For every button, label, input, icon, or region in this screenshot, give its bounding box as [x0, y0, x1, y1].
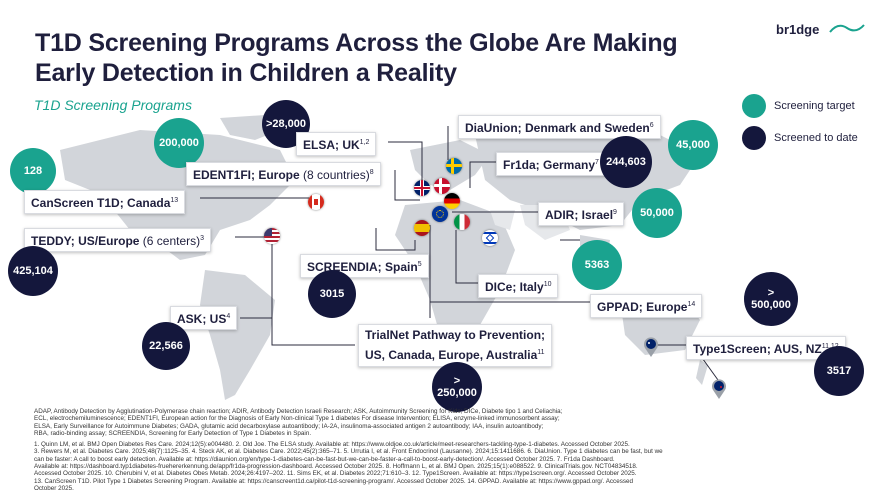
trialnet-label: TrialNet Pathway to Prevention; US, Cana…: [358, 324, 553, 367]
flag-uk-icon: [414, 180, 430, 196]
title-line-1: T1D Screening Programs Across the Globe …: [35, 29, 678, 57]
pin-australia-icon: [644, 337, 658, 357]
diaunion-name: DiaUnion; Denmark and Sweden: [465, 121, 650, 135]
edentifi-label: EDENT1FI; Europe (8 countries)8: [186, 162, 381, 186]
logo-text: br1dge: [776, 22, 820, 37]
pin-newzealand-icon: [712, 379, 726, 399]
brand-logo: br1dge: [776, 22, 865, 37]
flag-germany-icon: [444, 193, 460, 209]
adir-label: ADIR; Israel9: [538, 202, 624, 226]
abbrev-line: RBA, radio-binding assay; SCREENDIA, Scr…: [34, 429, 312, 437]
edentifi-name: EDENT1FI; Europe: [193, 168, 300, 182]
fr1da-value-bubble: 244,603: [600, 136, 652, 188]
abbrev-line: ELSA, Early Surveillance for Autoimmune …: [34, 422, 544, 430]
diaunion-value-bubble: 45,000: [668, 120, 718, 170]
reference-line: Available at: https://dashboard.typ1diab…: [34, 463, 638, 471]
trialnet-name-line2: US, Canada, Europe, Australia: [365, 348, 538, 362]
footnotes: ADAP, Antibody Detection by Agglutinatio…: [34, 408, 814, 492]
edentifi-value-bubble: 200,000: [154, 118, 204, 168]
gppad-name: GPPAD; Europe: [597, 300, 688, 314]
page-title: T1D Screening Programs Across the Globe …: [35, 28, 795, 88]
canscreen-value-bubble: 128: [10, 148, 56, 194]
legend-screened-to-date: Screened to date: [742, 126, 858, 150]
edentifi-extra: (8 countries): [303, 168, 370, 182]
screendia-ref: 5: [417, 261, 422, 268]
flag-us-icon: [264, 228, 280, 244]
diaunion-ref: 6: [649, 122, 654, 129]
flag-eu-icon: [432, 206, 448, 222]
teddy-extra: (6 centers): [142, 234, 201, 248]
trialnet-value-bubble: > 250,000: [432, 362, 482, 412]
flag-denmark-icon: [434, 178, 450, 194]
flag-israel-icon: [482, 230, 498, 246]
trialnet-name-line1: TrialNet Pathway to Prevention;: [365, 328, 546, 342]
gppad-label: GPPAD; Europe14: [590, 294, 703, 318]
screendia-value-bubble: 3015: [308, 270, 356, 318]
flag-spain-icon: [414, 220, 430, 236]
reference-line: 13. CanScreen T1D. Pilot Type 1 Diabetes…: [34, 477, 633, 485]
title-line-2: Early Detection in Children a Reality: [35, 59, 457, 87]
fr1da-label: Fr1da; Germany7: [496, 152, 606, 176]
elsa-label: ELSA; UK1,2: [296, 132, 377, 156]
elsa-name: ELSA; UK: [303, 138, 360, 152]
abbrev-line: ECL, electrochemiluminescence; EDENT1FI,…: [34, 415, 560, 423]
abbrev-line: ADAP, Antibody Detection by Agglutinatio…: [34, 408, 563, 415]
gppad-ref: 14: [687, 301, 696, 308]
gppad-value-bubble: > 500,000: [744, 272, 798, 326]
teddy-ref: 3: [200, 235, 205, 242]
canscreen-label: CanScreen T1D; Canada13: [24, 190, 186, 214]
legend-screening-target: Screening target: [742, 94, 855, 118]
teddy-name: TEDDY; US/Europe: [31, 234, 140, 248]
reference-line: 1. Quinn LM, et al. BMJ Open Diabetes Re…: [34, 441, 630, 449]
legend-screened-swatch: [742, 126, 766, 150]
ask-label: ASK; US4: [170, 306, 238, 330]
ask-value-bubble: 22,566: [142, 322, 190, 370]
adir-ref: 9: [613, 209, 617, 216]
canscreen-name: CanScreen T1D; Canada: [31, 196, 171, 210]
dice-value-bubble: 5363: [572, 240, 622, 290]
diaunion-label: DiaUnion; Denmark and Sweden6: [458, 115, 661, 139]
reference-line: October 2025.: [34, 484, 74, 492]
adir-value-bubble: 50,000: [632, 188, 682, 238]
reference-line: 3. Rewers M, et al. Diabetes Care. 2025;…: [34, 448, 663, 456]
flag-italy-icon: [454, 214, 470, 230]
edentifi-ref: 8: [369, 169, 374, 176]
logo-wave-icon: [829, 24, 865, 33]
canscreen-ref: 13: [170, 197, 179, 204]
fr1da-name: Fr1da; Germany: [503, 158, 596, 172]
legend-target-label: Screening target: [774, 100, 855, 112]
ask-name: ASK; US: [177, 312, 227, 326]
teddy-label: TEDDY; US/Europe (6 centers)3: [24, 228, 212, 252]
dice-label: DICe; Italy10: [478, 274, 559, 298]
adir-name: ADIR; Israel: [545, 208, 614, 222]
reference-line: Accessed October 2025. 10. Cherubini V, …: [34, 470, 637, 478]
flag-canada-icon: [308, 194, 324, 210]
ask-ref: 4: [226, 313, 231, 320]
trialnet-ref: 11: [537, 349, 545, 356]
teddy-value-bubble: 425,104: [8, 246, 58, 296]
section-subtitle: T1D Screening Programs: [34, 97, 192, 113]
fr1da-ref: 7: [595, 159, 599, 166]
dice-ref: 10: [543, 281, 552, 288]
reference-line: can be faster: A call to boost early det…: [34, 455, 615, 463]
dice-name: DICe; Italy: [485, 280, 544, 294]
legend-screened-label: Screened to date: [774, 132, 858, 144]
elsa-ref: 1,2: [359, 139, 370, 146]
type1screen-value-bubble: 3517: [814, 346, 864, 396]
flag-sweden-icon: [446, 158, 462, 174]
legend-target-swatch: [742, 94, 766, 118]
type1screen-name: Type1Screen; AUS, NZ: [693, 342, 822, 356]
